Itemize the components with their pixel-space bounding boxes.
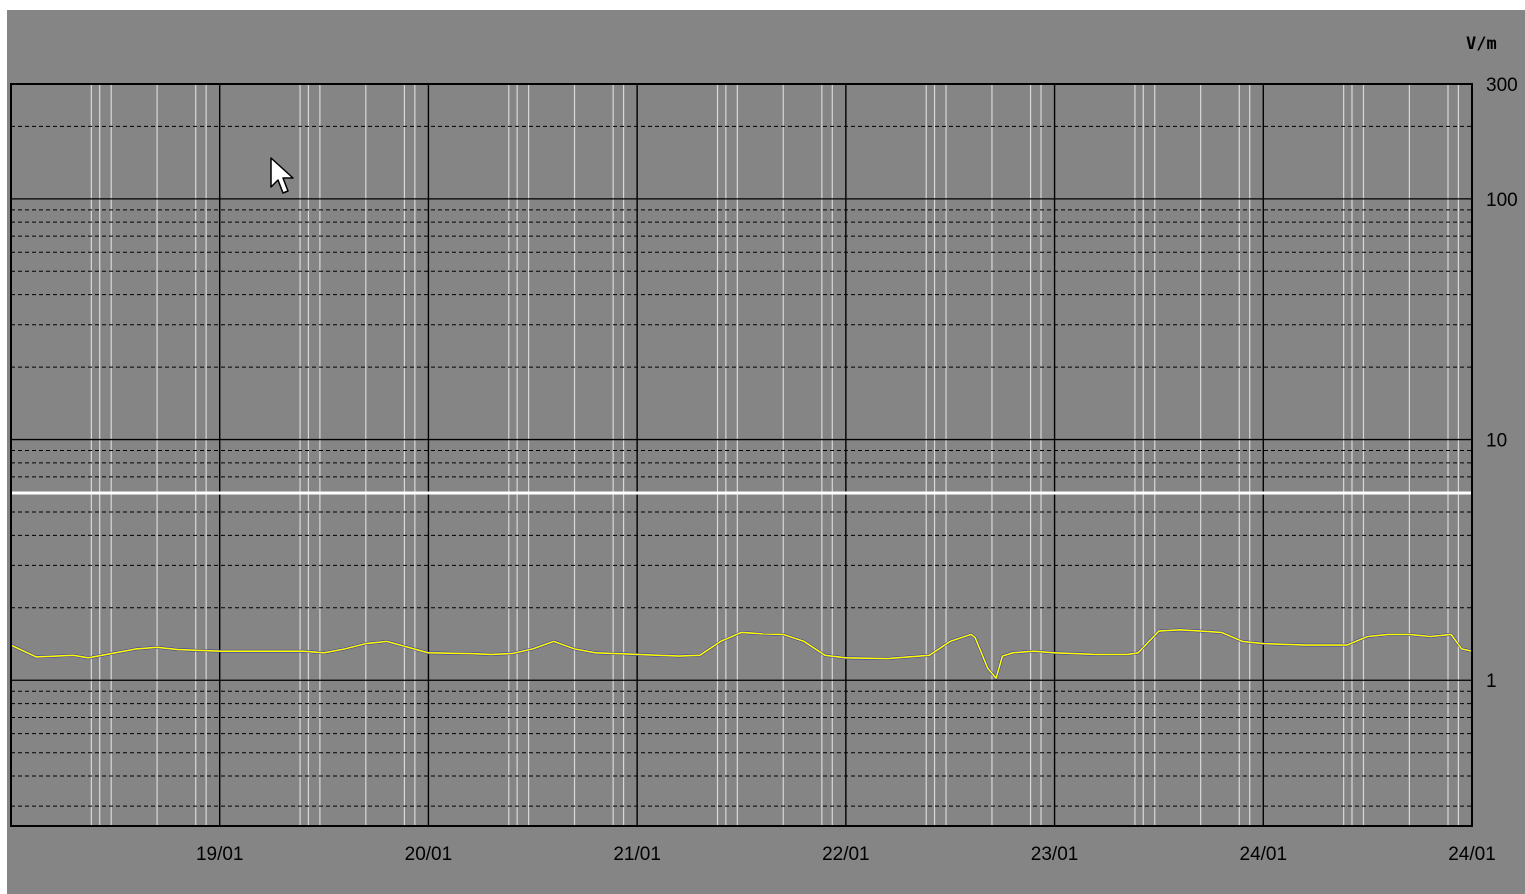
series-line: [10, 628, 1473, 680]
y-tick-label: 300: [1486, 75, 1518, 96]
x-tick-label: 22/01: [822, 844, 870, 865]
night-marker-group: [90, 84, 1460, 826]
series-shadow-line: [10, 628, 1473, 680]
x-tick-label: 24/01: [1240, 844, 1288, 865]
x-tick-label: 20/01: [405, 844, 453, 865]
plot-frame: [10, 83, 1473, 827]
arrow-cursor-icon: [270, 157, 294, 194]
y-tick-label: 10: [1486, 431, 1507, 452]
x-tick-label: 24/01: [1448, 844, 1496, 865]
x-tick-label: 21/01: [613, 844, 661, 865]
x-tick-label: 23/01: [1031, 844, 1079, 865]
x-tick-label: 19/01: [196, 844, 244, 865]
x-tick-labels: 19/01 20/01 21/01 22/01 23/01 24/01 24/01: [196, 844, 1496, 865]
major-gridlines: [11, 83, 1472, 826]
series-group: [10, 628, 1473, 680]
minor-gridlines: [11, 125, 1472, 807]
chart-panel: [7, 10, 1525, 894]
plot-border: [10, 83, 1473, 827]
y-tick-label: 100: [1486, 190, 1518, 211]
y-unit-label: V/m: [1466, 34, 1497, 54]
y-tick-labels: 1 10 100 300: [1486, 75, 1518, 692]
y-tick-label: 1: [1486, 671, 1497, 692]
